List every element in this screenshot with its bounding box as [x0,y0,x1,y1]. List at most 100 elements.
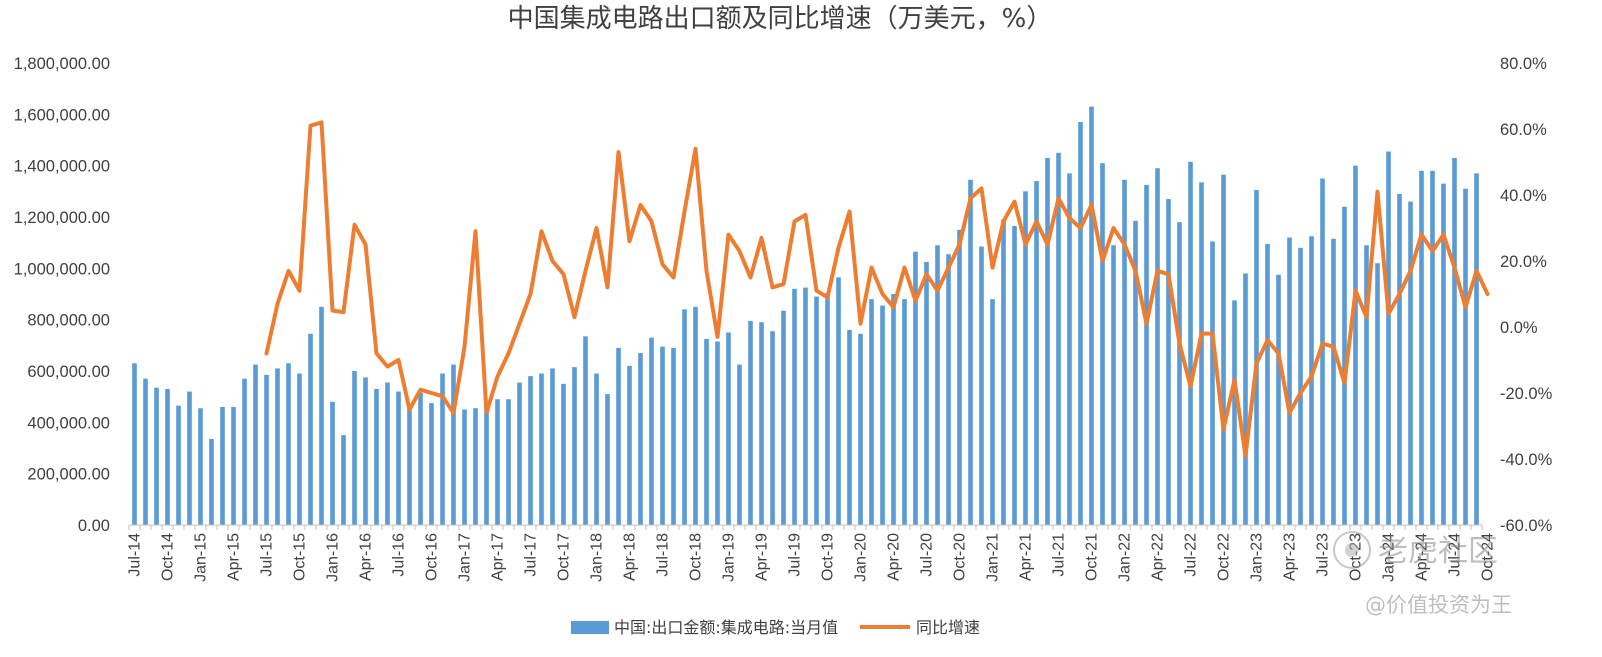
bar [1056,152,1061,526]
x-axis-tick-label: Oct-16 [424,533,441,581]
bar [495,399,500,525]
bar [1287,237,1292,526]
bar [858,333,863,525]
line-point [1410,270,1411,272]
line-point [1322,343,1323,344]
line-point [530,293,531,295]
left-axis-tick-label: 1,600,000.00 [14,106,110,124]
bar [1133,220,1138,525]
x-axis-tick-label: Jan-20 [853,533,870,582]
x-axis-tick-label: Jul-21 [1051,533,1068,577]
bar [1177,222,1182,525]
x-axis-tick-label: Oct-24 [1480,533,1497,581]
bar [385,382,390,525]
bar [891,294,896,525]
watermark: 老虎社区 @价值投资为王 [1333,531,1512,617]
bar [264,374,269,525]
line-point [695,148,696,150]
line-point [893,306,894,308]
right-axis-tick-label: -60.0% [1500,517,1553,535]
line-point [299,290,300,292]
bar [1320,178,1325,525]
bar [165,388,170,525]
bar [308,333,313,525]
x-axis-tick-label: Apr-15 [226,533,243,581]
x-axis-tick-label: Jul-16 [391,533,408,577]
line-point [1168,273,1169,275]
bar [1023,191,1028,526]
bar [693,306,698,525]
x-axis-tick-label: Apr-18 [622,533,639,581]
left-axis-tick-label: 1,400,000.00 [14,158,110,176]
bar [1353,165,1358,525]
bar [704,338,709,525]
bar [1441,183,1446,525]
bar [1331,238,1336,526]
bar [1452,157,1457,525]
bar [781,310,786,525]
line-point [1003,220,1004,222]
x-axis-tick-label: Jul-22 [1183,533,1200,577]
line-point [1278,352,1279,354]
bar [913,251,918,525]
bar [1298,247,1303,526]
x-axis-tick-label: Jul-24 [1447,533,1464,577]
x-axis-tick-label: Oct-15 [292,533,309,581]
bar [759,322,764,525]
bar [176,405,181,525]
line-point [662,263,663,265]
line-point [673,277,674,278]
line-point [365,244,366,245]
left-axis-tick-label: 800,000.00 [27,312,110,330]
line-point [1388,313,1389,315]
line-point [1091,204,1092,206]
x-axis-tick-label: Jul-14 [127,533,144,577]
bar [847,329,852,525]
right-axis-tick-label: -20.0% [1500,385,1553,403]
bar [440,373,445,525]
bar [1221,174,1226,525]
bar [583,336,588,525]
bar [242,378,247,525]
x-axis-tick-label: Apr-19 [754,533,771,581]
bar [836,277,841,525]
bar [748,320,753,525]
line-point [739,250,740,252]
tiger-logo-icon-inner [1345,543,1359,557]
bar [627,365,632,525]
line-point [596,227,597,229]
line-point [288,270,289,272]
legend-bar-label: 中国:出口金额:集成电路:当月值 [614,618,838,637]
line-point [1366,316,1367,318]
right-axis-tick-label: 40.0% [1500,187,1547,205]
line-point [354,224,355,226]
line-point [629,240,630,242]
x-axis-tick-label: Apr-20 [886,533,903,581]
bar [396,391,401,525]
line-point [1102,260,1103,262]
line-point [1069,217,1070,219]
bar [1232,300,1237,525]
x-axis-tick-label: Jul-20 [919,533,936,577]
bar [341,435,346,525]
bar [1199,182,1204,525]
left-axis-tick-label: 200,000.00 [27,466,110,484]
bar [1474,173,1479,525]
line-point [1300,392,1301,394]
bar [1397,193,1402,525]
right-axis-tick-label: 20.0% [1500,253,1547,271]
bar [924,261,929,525]
line-point [1190,385,1191,387]
x-axis-tick-label: Oct-14 [160,533,177,581]
bar [979,246,984,525]
line-point [1245,455,1246,457]
line-point [387,366,388,368]
bar [825,292,830,525]
line-point [937,290,938,292]
bar [418,392,423,525]
right-axis-tick-label: -40.0% [1500,451,1553,469]
bar [869,299,874,525]
bar [231,406,236,525]
line-point [1454,267,1455,269]
bar [1144,184,1149,525]
